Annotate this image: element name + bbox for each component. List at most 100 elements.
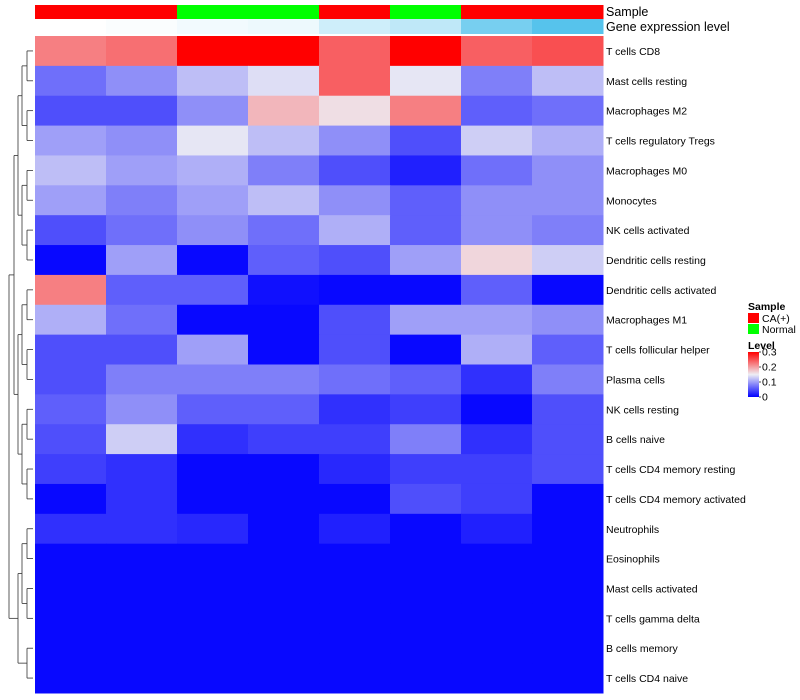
heatmap-cell bbox=[319, 424, 391, 455]
heatmap-cell bbox=[248, 155, 320, 186]
heatmap-cell bbox=[461, 364, 533, 395]
row-label: NK cells resting bbox=[606, 404, 679, 416]
level-colorbar bbox=[748, 352, 759, 397]
heatmap-cell bbox=[248, 95, 320, 127]
heatmap-cell bbox=[390, 125, 462, 156]
heatmap-cell bbox=[106, 633, 178, 664]
heatmap-cell bbox=[532, 304, 604, 336]
heatmap-cell bbox=[106, 483, 178, 515]
row-label: Macrophages M1 bbox=[606, 315, 687, 327]
legend-swatch-ca bbox=[748, 313, 759, 323]
heatmap-cell bbox=[248, 185, 320, 216]
heatmap-cell bbox=[319, 364, 391, 395]
heatmap-cell bbox=[461, 215, 533, 246]
heatmap-cell bbox=[248, 215, 320, 246]
heatmap-cell bbox=[248, 364, 320, 395]
expression-annotation-cell bbox=[532, 19, 604, 34]
heatmap-cell bbox=[248, 573, 320, 604]
heatmap-cell bbox=[461, 245, 533, 276]
expression-annotation-cell bbox=[390, 19, 462, 34]
heatmap-cell bbox=[248, 125, 320, 156]
heatmap-cell bbox=[319, 483, 391, 515]
heatmap-cells bbox=[35, 36, 604, 694]
row-label: T cells CD8 bbox=[606, 46, 660, 58]
heatmap-cell bbox=[106, 215, 178, 246]
heatmap-cell bbox=[461, 483, 533, 515]
row-labels: T cells CD8 Mast cells resting Macrophages… bbox=[606, 46, 746, 685]
heatmap-cell bbox=[390, 95, 462, 127]
heatmap-cell bbox=[532, 245, 604, 276]
heatmap-cell bbox=[532, 454, 604, 485]
heatmap-cell bbox=[390, 454, 462, 485]
heatmap-cell bbox=[532, 603, 604, 634]
heatmap-cell bbox=[177, 304, 249, 336]
heatmap-cell bbox=[177, 483, 249, 515]
heatmap-cell bbox=[532, 274, 604, 306]
heatmap-cell bbox=[390, 573, 462, 604]
legend-label-normal: Normal bbox=[762, 324, 796, 336]
heatmap-cell bbox=[319, 155, 391, 186]
legend-label-ca: CA(+) bbox=[762, 313, 790, 325]
heatmap-cell bbox=[35, 633, 107, 664]
heatmap-cell bbox=[461, 633, 533, 664]
row-label: T cells CD4 memory activated bbox=[606, 494, 746, 506]
heatmap-cell bbox=[532, 364, 604, 395]
heatmap-cell bbox=[390, 155, 462, 186]
heatmap-cell bbox=[390, 364, 462, 395]
heatmap-cell bbox=[319, 245, 391, 276]
sample-annotation-cell bbox=[390, 5, 462, 19]
row-label: Mast cells activated bbox=[606, 583, 698, 595]
sample-legend-title: Sample bbox=[748, 301, 786, 313]
level-legend-title: Level bbox=[748, 340, 775, 352]
sample-annotation-cell bbox=[35, 5, 107, 19]
heatmap-cell bbox=[106, 304, 178, 336]
heatmap-cell bbox=[532, 215, 604, 246]
heatmap-cell bbox=[319, 513, 391, 545]
heatmap-cell bbox=[532, 633, 604, 664]
heatmap-cell bbox=[177, 603, 249, 634]
heatmap-cell bbox=[248, 603, 320, 634]
heatmap-cell bbox=[248, 394, 320, 425]
heatmap-cell bbox=[461, 603, 533, 634]
row-dendrogram bbox=[8, 50, 33, 679]
heatmap-cell bbox=[532, 155, 604, 186]
heatmap-cell bbox=[106, 274, 178, 306]
heatmap-cell bbox=[461, 36, 533, 67]
heatmap-cell bbox=[106, 454, 178, 485]
heatmap-cell bbox=[106, 394, 178, 425]
heatmap-cell bbox=[35, 573, 107, 604]
heatmap-cell bbox=[461, 155, 533, 186]
row-label: T cells gamma delta bbox=[606, 613, 700, 625]
level-tick-label: 0.2 bbox=[762, 362, 777, 374]
sample-annotation-cell bbox=[106, 5, 178, 19]
row-label: Macrophages M2 bbox=[606, 106, 687, 118]
heatmap-cell bbox=[35, 513, 107, 545]
heatmap-cell bbox=[390, 543, 462, 575]
heatmap-cell bbox=[177, 424, 249, 455]
expression-annotation-cell bbox=[35, 19, 107, 34]
heatmap-cell bbox=[461, 185, 533, 216]
heatmap-cell bbox=[390, 603, 462, 634]
heatmap-cell bbox=[319, 274, 391, 306]
heatmap-cell bbox=[35, 364, 107, 395]
level-ticks: 0.3 0.2 0.1 0 bbox=[759, 347, 777, 404]
expression-annotation-cell bbox=[248, 19, 320, 34]
sample-annotation-bar bbox=[35, 5, 604, 19]
heatmap-cell bbox=[248, 454, 320, 485]
heatmap-cell bbox=[106, 663, 178, 694]
level-tick-label: 0.3 bbox=[762, 347, 777, 359]
heatmap-cell bbox=[106, 155, 178, 186]
heatmap-cell bbox=[319, 573, 391, 604]
heatmap-cell bbox=[532, 424, 604, 455]
row-label: Monocytes bbox=[606, 195, 657, 207]
heatmap-cell bbox=[106, 185, 178, 216]
heatmap-cell bbox=[177, 125, 249, 156]
row-label: T cells CD4 memory resting bbox=[606, 464, 735, 476]
heatmap-cell bbox=[248, 424, 320, 455]
heatmap-cell bbox=[248, 36, 320, 67]
heatmap-cell bbox=[248, 663, 320, 694]
heatmap-cell bbox=[35, 185, 107, 216]
heatmap-cell bbox=[319, 215, 391, 246]
sample-annotation-label: Sample bbox=[606, 5, 648, 19]
